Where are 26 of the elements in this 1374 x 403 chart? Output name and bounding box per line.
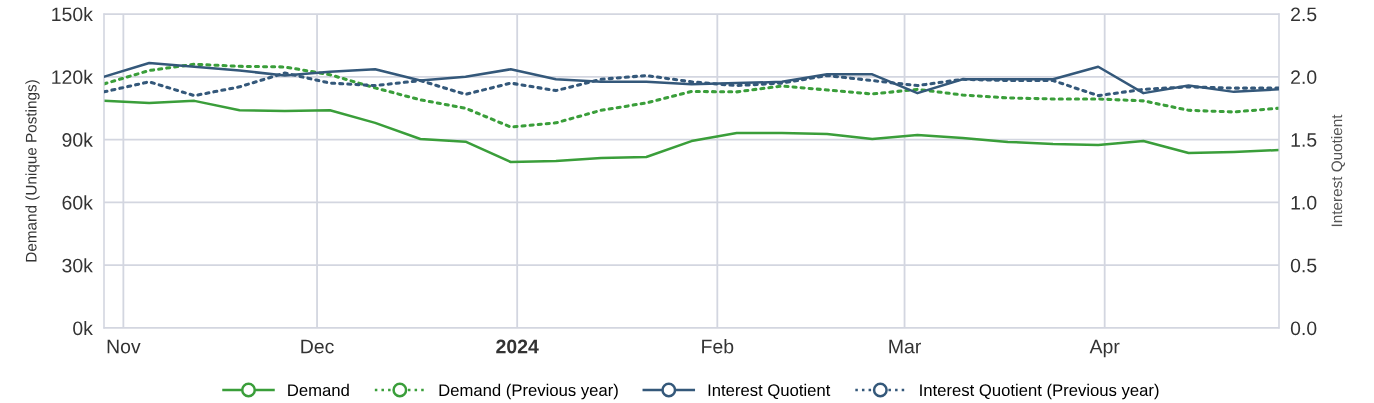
y-tick-label: 150k <box>52 6 93 22</box>
y2-tick-label: 2.0 <box>1291 70 1317 85</box>
legend-label: Demand (Previous year) <box>439 383 618 400</box>
y2-tick-label: 2.5 <box>1291 7 1317 22</box>
y-tick-label: 60k <box>62 195 93 210</box>
y-tick-label: 0k <box>73 320 93 336</box>
y2-tick-label: 1.0 <box>1291 195 1317 210</box>
y2-tick-label: 0.5 <box>1290 258 1317 273</box>
y2-tick-label: 1.5 <box>1291 133 1317 147</box>
legend-label: Interest Quotient (Previous year) <box>920 383 1159 400</box>
x-tick-label: Apr <box>1089 339 1120 358</box>
y-tick-label: 90k <box>62 132 93 147</box>
x-tick-label: Feb <box>702 339 734 354</box>
x-tick-label: 2024 <box>496 339 539 354</box>
line-series <box>104 99 1279 164</box>
x-tick-label: Dec <box>301 339 334 354</box>
y-axis-title: Demand (Unique Postings) <box>25 80 40 262</box>
legend-label: Demand <box>288 383 349 397</box>
x-tick-label: Mar <box>889 339 921 354</box>
y-tick-label: 120k <box>52 69 93 85</box>
line-series <box>104 62 1279 129</box>
y2-tick-label: 0.0 <box>1290 321 1317 336</box>
y2-axis-title: Interest Quotient <box>1331 114 1345 227</box>
legend-label: Interest Quotient <box>708 383 831 400</box>
y-tick-label: 30k <box>62 258 93 273</box>
x-tick-label: Nov <box>107 339 141 354</box>
